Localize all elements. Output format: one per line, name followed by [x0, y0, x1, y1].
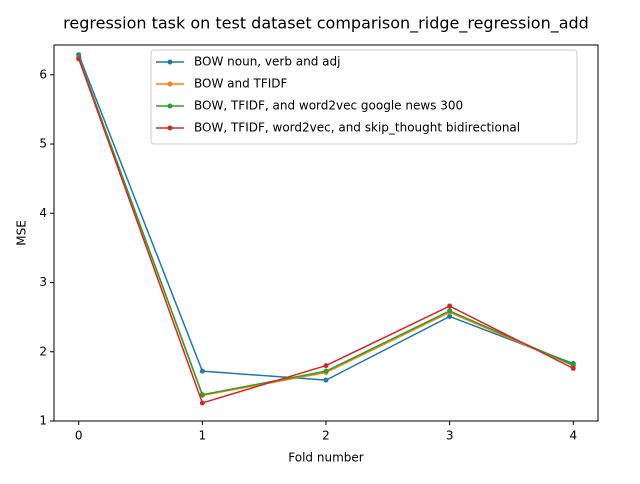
data-point	[323, 363, 329, 369]
legend-label: BOW and TFIDF	[194, 77, 288, 91]
legend-label: BOW, TFIDF, and word2vec google news 300	[194, 99, 463, 113]
legend: BOW noun, verb and adj BOW and TFIDF BOW, …	[150, 49, 578, 145]
x-tick-label: 0	[75, 429, 83, 443]
chart-title: regression task on test dataset comparis…	[63, 14, 589, 34]
y-tick-label: 6	[39, 67, 47, 81]
y-tick-label: 1	[39, 414, 47, 428]
legend-label: BOW, TFIDF, word2vec, and skip_thought b…	[194, 121, 520, 135]
plot-frame	[53, 44, 599, 422]
legend-marker	[167, 81, 173, 87]
data-point	[323, 377, 329, 383]
data-point	[199, 392, 205, 398]
data-point	[447, 308, 453, 314]
x-tick-label: 2	[322, 429, 330, 443]
legend-label: BOW noun, verb and adj	[194, 55, 340, 69]
y-tick-label: 5	[39, 137, 47, 151]
data-point	[199, 400, 205, 406]
x-tick-label: 1	[199, 429, 207, 443]
y-axis-label: MSE	[15, 220, 29, 246]
data-point	[570, 362, 576, 368]
legend-marker	[167, 103, 173, 109]
data-point	[76, 56, 82, 62]
data-point	[570, 365, 576, 371]
data-point	[447, 313, 453, 319]
data-point	[323, 368, 329, 374]
legend-box	[150, 49, 578, 145]
legend-marker	[167, 59, 173, 65]
legend-marker	[167, 125, 173, 131]
y-tick-label: 4	[39, 206, 47, 220]
y-tick-label: 3	[39, 275, 47, 289]
y-tick-label: 2	[39, 344, 47, 358]
data-point	[447, 303, 453, 309]
x-axis-label: Fold number	[288, 451, 363, 465]
x-tick-label: 4	[569, 429, 577, 443]
data-point	[199, 368, 205, 374]
x-tick-label: 3	[446, 429, 454, 443]
